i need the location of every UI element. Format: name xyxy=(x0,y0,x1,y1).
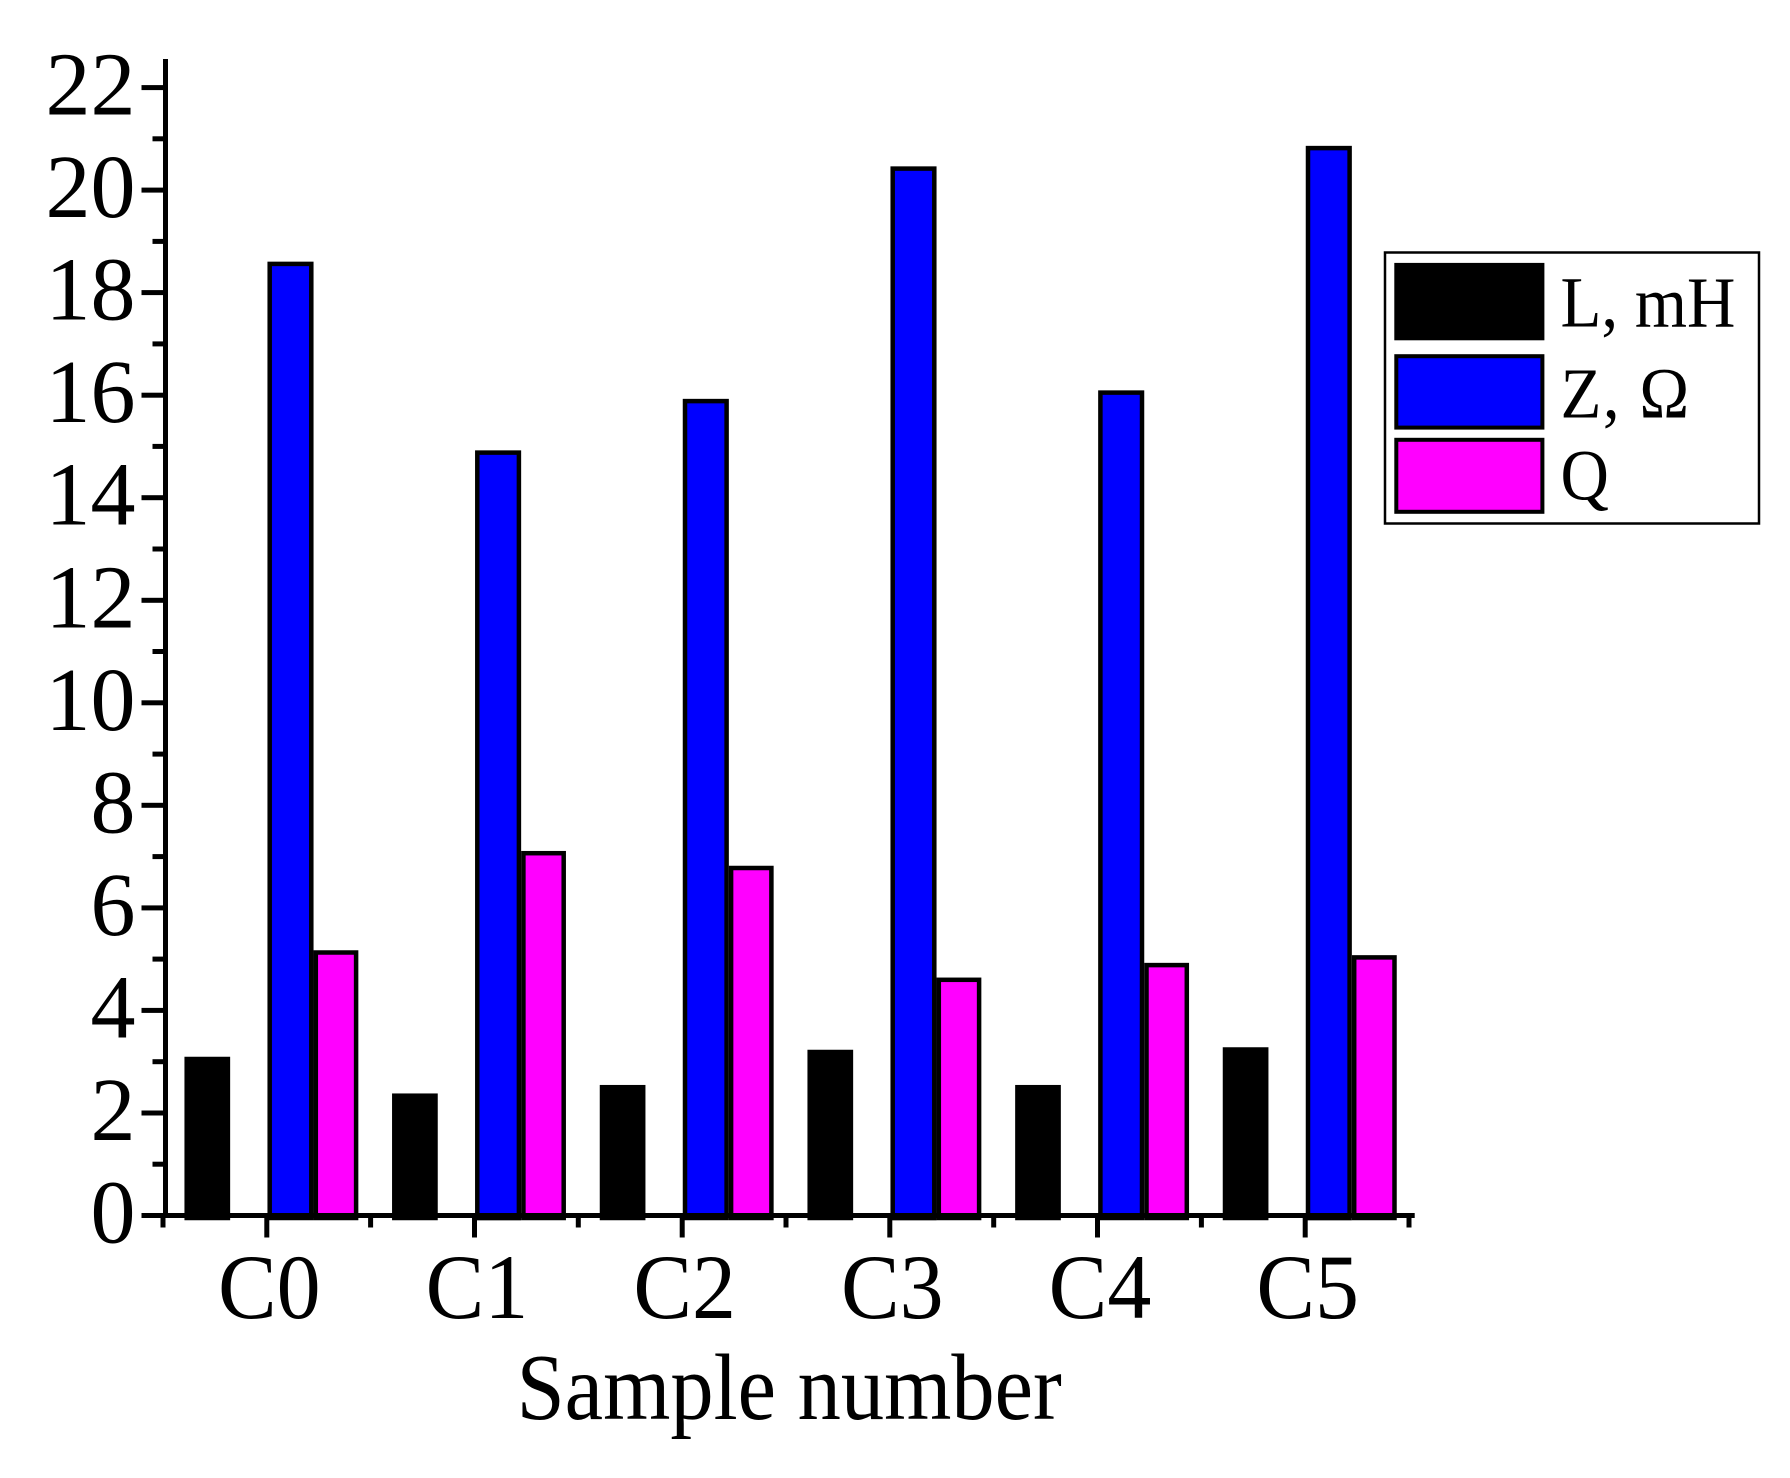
svg-text:L, mH: L, mH xyxy=(1561,263,1736,343)
svg-text:10: 10 xyxy=(46,651,136,750)
svg-text:C5: C5 xyxy=(1256,1237,1359,1338)
svg-text:0: 0 xyxy=(91,1164,136,1263)
svg-text:12: 12 xyxy=(46,548,136,647)
svg-text:18: 18 xyxy=(46,241,136,340)
svg-text:Z, Ω: Z, Ω xyxy=(1561,354,1691,434)
svg-text:C4: C4 xyxy=(1049,1237,1152,1338)
svg-text:20: 20 xyxy=(46,138,136,237)
svg-text:Q: Q xyxy=(1561,436,1609,516)
svg-text:2: 2 xyxy=(91,1061,136,1160)
svg-text:C3: C3 xyxy=(841,1237,944,1338)
svg-text:8: 8 xyxy=(91,753,136,852)
svg-text:C0: C0 xyxy=(218,1237,321,1338)
svg-text:16: 16 xyxy=(46,343,136,442)
svg-text:6: 6 xyxy=(91,856,136,955)
svg-text:Sample number: Sample number xyxy=(517,1335,1062,1440)
svg-text:C2: C2 xyxy=(633,1237,736,1338)
svg-text:14: 14 xyxy=(46,446,136,545)
svg-text:4: 4 xyxy=(91,958,136,1057)
svg-text:C1: C1 xyxy=(426,1237,529,1338)
svg-text:22: 22 xyxy=(46,36,136,135)
